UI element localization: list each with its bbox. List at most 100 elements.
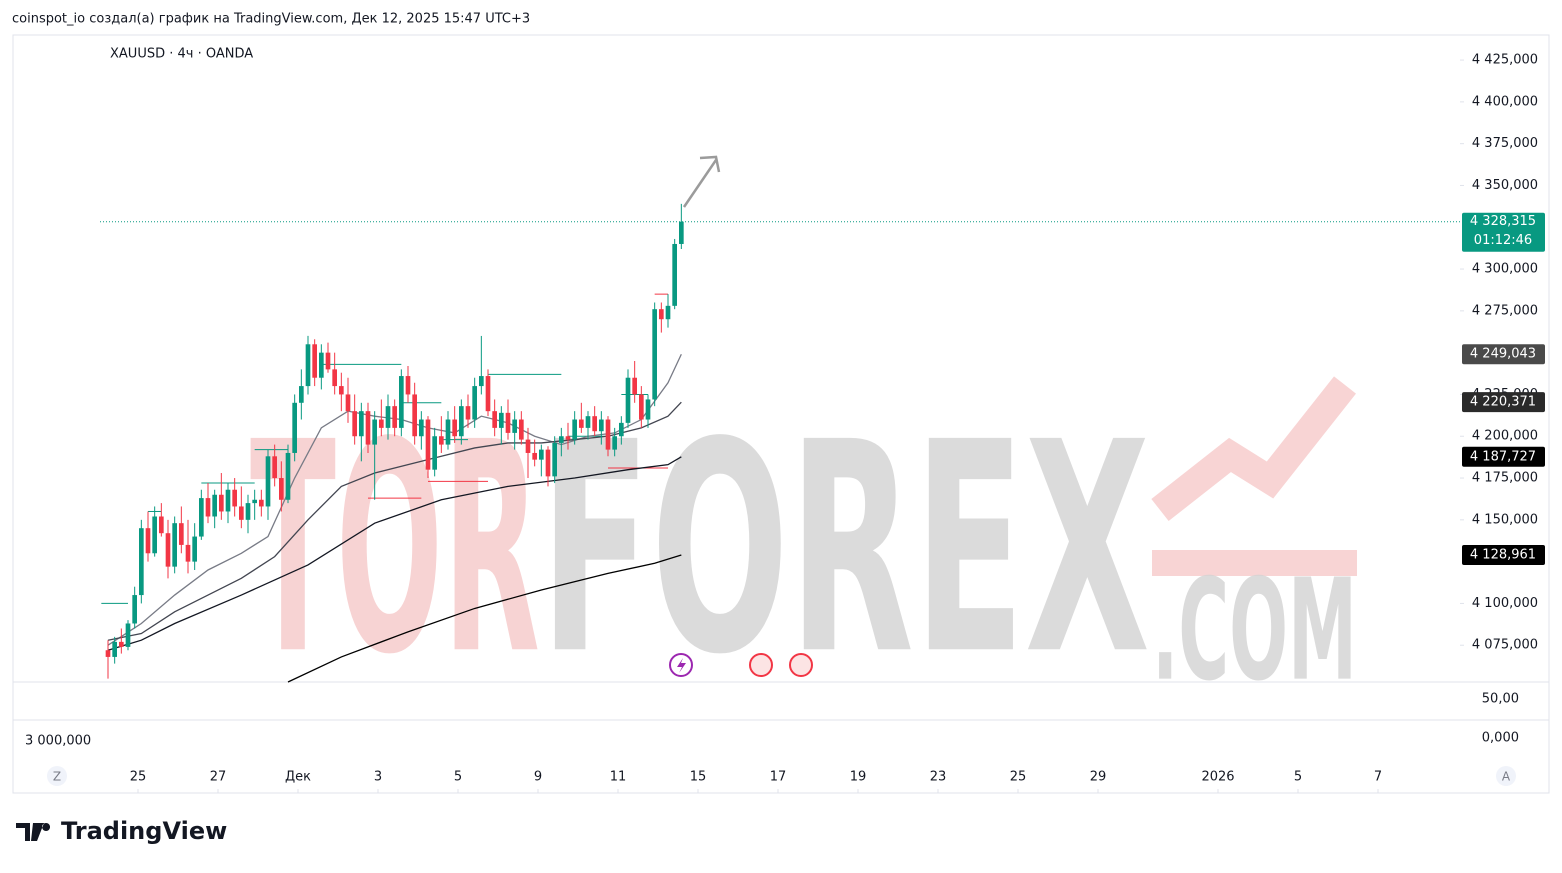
candle-body [219,494,224,512]
candle-body [639,394,644,420]
candle-body [459,406,464,437]
price-label: 4 249,043 [1470,347,1536,362]
ma-line [287,554,682,683]
price-label-box [1462,392,1545,413]
candle-body [632,377,637,395]
candle-body [445,419,451,445]
y-tick-label: 4 400,000 [1472,94,1538,109]
candle-body [225,489,231,512]
x-tick-label: 15 [690,770,707,785]
button-label[interactable]: Z [53,770,61,784]
candle-body [285,452,291,500]
candle-body [645,399,651,420]
event-icon[interactable] [749,653,773,677]
candle-body [479,376,484,387]
candle-body [265,456,271,507]
candle-body [472,386,477,420]
volume-label: 50,00 [1482,692,1519,707]
wm-bar [1152,550,1357,576]
x-tick-label: 3 [374,770,382,785]
event-bolt [677,658,686,673]
candle-body [652,309,657,400]
last-price-label: 4 328,315 [1470,214,1536,229]
y-tick-label: 4 350,000 [1472,178,1538,193]
symbol-title: XAUUSD · 4ч · OANDA [110,47,253,62]
candle-body [579,419,584,428]
y-tick-label: 4 150,000 [1472,512,1538,527]
candle-body [572,419,577,440]
candle-body [239,506,244,520]
candle-body [372,419,377,445]
x-tick-label: 7 [1374,770,1382,785]
candle-body [585,416,591,428]
price-label: 4 220,371 [1470,395,1536,410]
candle-body [612,436,617,450]
candle-body [299,386,304,403]
candle-body [345,394,351,412]
candle-body [159,516,164,534]
candle-body [679,221,684,244]
event-icons [669,653,813,677]
candle-body [305,344,311,387]
candle-body [185,544,191,562]
y-tick-label: 4 425,000 [1472,53,1538,68]
volume-label: 3 000,000 [25,734,91,749]
x-tick-label: 17 [770,770,787,785]
candle-body [319,352,324,378]
frame [12,34,1550,794]
price-label-box [1462,545,1545,566]
candle-body [259,499,264,507]
candle-body [212,494,217,517]
candle-body [432,436,437,470]
x-tick-label: 5 [1294,770,1302,785]
candle-body [545,449,551,477]
candle-body [252,499,257,504]
candle-body [165,533,171,567]
candle-body [245,503,251,520]
candle-body [659,309,664,320]
candle-body [292,402,297,453]
y-tick-label: 4 175,000 [1472,471,1538,486]
x-tick-label: 29 [1090,770,1107,785]
arrow [682,155,721,208]
candle-body [205,498,211,517]
candle-body [365,411,371,445]
candle-body [525,439,531,453]
candle-body [565,436,571,440]
x-tick-label: 25 [130,770,147,785]
price-label: 4 187,727 [1470,449,1536,464]
x-tick-label: Дек [285,770,311,785]
y-tick-label: 4 275,000 [1472,303,1538,318]
candle-body [325,352,331,370]
candle-body [412,394,417,437]
ma-line [107,456,682,651]
y-tick-label: 4 300,000 [1472,262,1538,277]
y-tick-label: 4 375,000 [1472,136,1538,151]
x-tick-label: 27 [210,770,227,785]
tv-logo-icon [16,823,51,841]
candle-body [132,595,137,624]
candle-body [452,419,457,437]
candle-body [172,523,177,567]
button[interactable] [1496,766,1516,786]
event-icon[interactable] [789,653,813,677]
candle-body [152,516,157,554]
candle-body [485,376,491,412]
button[interactable] [47,766,67,786]
candle-body [665,305,671,320]
candle-body [232,489,237,507]
x-tick-label: 23 [930,770,947,785]
candle-body [539,449,544,460]
wm-logo [1151,376,1356,522]
countdown: 01:12:46 [1474,233,1532,248]
button-label[interactable]: A [1502,770,1511,784]
candle-body [125,623,131,647]
volume-label: 0,000 [1482,731,1519,746]
y-tick-label: 4 100,000 [1472,596,1538,611]
candle-body [179,523,184,545]
candle-body [279,478,284,500]
candle-body [512,419,517,433]
candle-body [599,419,604,432]
